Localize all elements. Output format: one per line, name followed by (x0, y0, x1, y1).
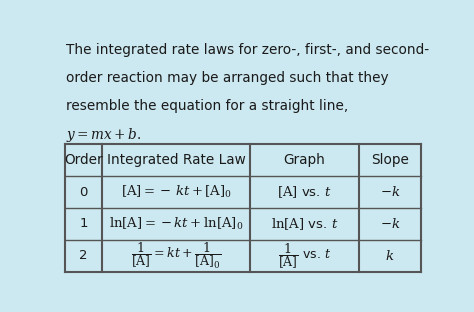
Text: $k$: $k$ (385, 249, 394, 263)
Text: $[\mathrm{A}]$ vs. $t$: $[\mathrm{A}]$ vs. $t$ (277, 184, 332, 200)
Text: $\ln[\mathrm{A}]$ vs. $t$: $\ln[\mathrm{A}]$ vs. $t$ (271, 216, 338, 232)
Text: Integrated Rate Law: Integrated Rate Law (107, 153, 246, 167)
Text: $\ln[\mathrm{A}] = -kt + \ln[\mathrm{A}]_0$: $\ln[\mathrm{A}] = -kt + \ln[\mathrm{A}]… (109, 216, 243, 232)
Text: 1: 1 (79, 217, 88, 231)
Text: order reaction may be arranged such that they: order reaction may be arranged such that… (66, 71, 389, 85)
Text: resemble the equation for a straight line,: resemble the equation for a straight lin… (66, 99, 348, 113)
Text: $\dfrac{1}{[\mathrm{A}]} = kt + \dfrac{1}{[\mathrm{A}]_0}$: $\dfrac{1}{[\mathrm{A}]} = kt + \dfrac{1… (131, 241, 221, 271)
Text: $y = mx + b.$: $y = mx + b.$ (66, 126, 142, 144)
Text: Order: Order (64, 153, 103, 167)
Text: Graph: Graph (283, 153, 325, 167)
Text: Slope: Slope (371, 153, 409, 167)
Text: $\dfrac{1}{[\mathrm{A}]}$ vs. $t$: $\dfrac{1}{[\mathrm{A}]}$ vs. $t$ (278, 241, 331, 271)
Text: 2: 2 (79, 249, 88, 262)
Text: $-k$: $-k$ (380, 185, 400, 199)
Text: 0: 0 (79, 186, 88, 199)
Text: $-k$: $-k$ (380, 217, 400, 231)
Text: $[\mathrm{A}] = -\,kt + [\mathrm{A}]_0$: $[\mathrm{A}] = -\,kt + [\mathrm{A}]_0$ (120, 184, 232, 200)
Text: The integrated rate laws for zero-, first-, and second-: The integrated rate laws for zero-, firs… (66, 43, 429, 57)
